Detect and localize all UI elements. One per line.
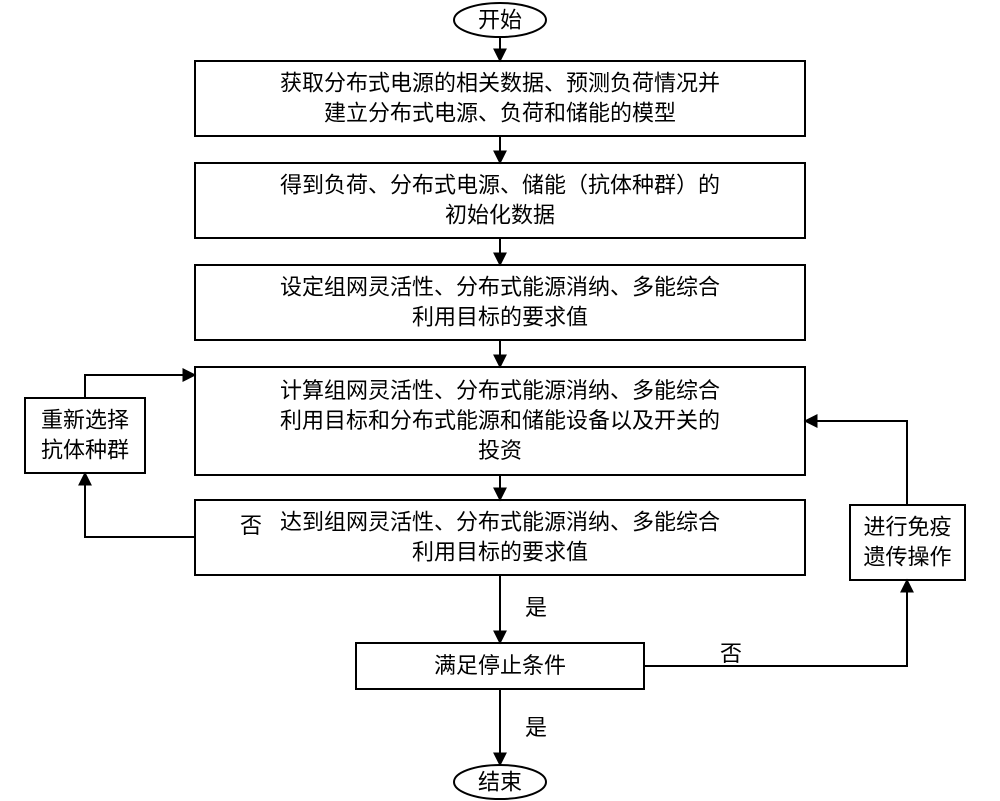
start-terminal-label: 开始 xyxy=(478,8,522,33)
box-n3-line-0: 设定组网灵活性、分布式能源消纳、多能综合 xyxy=(280,275,720,300)
box-n4-line-0: 计算组网灵活性、分布式能源消纳、多能综合 xyxy=(280,378,720,403)
label-no_left: 否 xyxy=(240,513,262,538)
box-n1-line-1: 建立分布式电源、负荷和储能的模型 xyxy=(324,101,676,126)
box-n6-line-0: 满足停止条件 xyxy=(434,653,566,678)
box-n5-line-1: 利用目标的要求值 xyxy=(412,540,588,565)
box-n2-line-0: 得到负荷、分布式电源、储能（抗体种群）的 xyxy=(280,173,720,198)
box-n2-line-1: 初始化数据 xyxy=(445,203,555,228)
box-n4-line-1: 利用目标和分布式能源和储能设备以及开关的 xyxy=(280,408,720,433)
box-n4-line-2: 投资 xyxy=(478,438,522,463)
box-n5-line-0: 达到组网灵活性、分布式能源消纳、多能综合 xyxy=(280,510,720,535)
connector xyxy=(85,375,160,398)
label-yes_mid1: 是 xyxy=(525,595,547,620)
connector xyxy=(805,421,907,505)
connector xyxy=(85,473,195,537)
box-n3-line-1: 利用目标的要求值 xyxy=(412,305,588,330)
end-terminal-label: 结束 xyxy=(478,770,522,795)
connector xyxy=(644,580,907,666)
box-side_right-line-0: 进行免疫 xyxy=(863,515,951,540)
box-side_right-line-1: 遗传操作 xyxy=(863,545,951,570)
box-side_left-line-1: 抗体种群 xyxy=(41,438,129,463)
box-n1-line-0: 获取分布式电源的相关数据、预测负荷情况并 xyxy=(280,71,720,96)
box-side_left-line-0: 重新选择 xyxy=(41,408,129,433)
label-no_right: 否 xyxy=(720,641,742,666)
label-yes_mid2: 是 xyxy=(525,715,547,740)
